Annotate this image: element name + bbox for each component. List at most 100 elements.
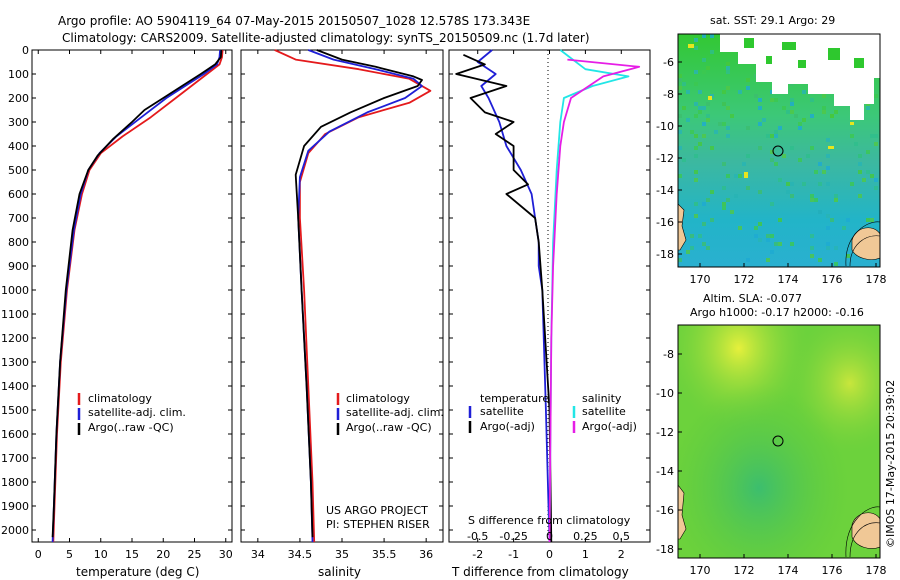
sst-pixel	[702, 134, 706, 138]
sst-pixel	[678, 114, 682, 118]
sst-map-title: sat. SST: 29.1 Argo: 29	[710, 14, 835, 27]
x-tick-label: 5	[66, 548, 73, 561]
sst-pixel	[702, 34, 706, 38]
temperature-legend: climatology satellite-adj. clim. Argo(..…	[77, 392, 186, 435]
sst-pixel	[870, 134, 874, 138]
sst-pixel	[766, 258, 770, 262]
sst-pixel	[798, 126, 802, 130]
salinity-diff-tick-label: 0.25	[573, 530, 598, 543]
sst-pixel	[786, 190, 790, 194]
x-tick-label: 35	[335, 548, 349, 561]
sst-pixel	[690, 130, 694, 134]
sst-pixel	[678, 86, 682, 90]
map-x-tick-label: 176	[822, 273, 843, 286]
salinity-ticks: 34 34.5 35 35.5 36	[241, 49, 443, 561]
sst-pixel	[726, 70, 730, 74]
temperature-panel: 0 5 10 15 20 25 300100200300400500600700800900…	[1, 44, 233, 579]
sst-pixel	[830, 218, 834, 222]
sst-pixel	[798, 158, 802, 162]
sst-pixel	[846, 254, 850, 258]
difference-lines	[455, 49, 641, 543]
pi-label: PI: STEPHEN RISER	[326, 518, 430, 531]
sst-pixel	[738, 90, 742, 94]
sla-map-panel: Altim. SLA: -0.077 Argo h1000: -0.17 h20…	[656, 292, 886, 577]
salinity-xlabel: salinity	[318, 565, 361, 579]
x-tick-label: 1	[582, 548, 589, 561]
sst-pixel	[786, 110, 790, 114]
sst-pixel	[702, 122, 706, 126]
map-x-tick-label: 174	[778, 564, 799, 577]
sst-pixel	[678, 146, 682, 150]
sst-cloud-patches	[744, 38, 864, 68]
y-tick-label: 700	[8, 212, 29, 225]
sla-blob-teal	[678, 325, 880, 558]
sst-pixel	[742, 162, 746, 166]
sst-pixel	[726, 134, 730, 138]
map-x-tick-label: 172	[734, 273, 755, 286]
y-tick-label: 300	[8, 116, 29, 129]
map-x-tick-label: 178	[866, 564, 887, 577]
sla-title-line-2: Argo h1000: -0.17 h2000: -0.16	[690, 306, 864, 319]
sst-pixel	[810, 234, 814, 238]
sst-pixel	[738, 174, 742, 178]
legend-argo: Argo(..raw -QC)	[88, 421, 174, 434]
map-y-tick-label: -18	[656, 543, 674, 556]
map-x-tick-label: 172	[734, 564, 755, 577]
sst-pixel	[694, 46, 698, 50]
sst-pixel	[762, 118, 766, 122]
sst-pixel	[874, 186, 878, 190]
map-y-tick-label: -16	[656, 504, 674, 517]
sst-pixel	[786, 182, 790, 186]
x-tick-label: -1	[508, 548, 519, 561]
sst-pixel	[758, 146, 762, 150]
sla-title-line-1: Altim. SLA: -0.077	[703, 292, 802, 305]
sst-pixel	[810, 246, 814, 250]
difference-legend: temperature satellite Argo(-adj) salinit…	[468, 392, 637, 433]
sst-pixel	[710, 34, 714, 38]
sst-pixel	[694, 202, 698, 206]
sst-pixel	[874, 178, 878, 182]
x-tick-label: 0	[546, 548, 553, 561]
x-tick-label: 34.5	[288, 548, 313, 561]
sst-pixel	[702, 202, 706, 206]
sst-pixel	[746, 186, 750, 190]
sst-pixel	[806, 154, 810, 158]
x-tick-label: -2	[472, 548, 483, 561]
sst-pixel	[802, 182, 806, 186]
legend-sal-satellite: satellite	[582, 405, 626, 418]
sst-pixel	[726, 62, 730, 66]
y-tick-label: 1200	[1, 332, 29, 345]
legend-temp-argo: Argo(-adj)	[480, 420, 535, 433]
difference-xlabel: T difference from climatology	[451, 565, 629, 579]
sst-pixel	[694, 38, 698, 42]
y-tick-label: 1100	[1, 308, 29, 321]
sst-pixel	[726, 86, 730, 90]
sst-pixel	[778, 178, 782, 182]
y-tick-label: 1800	[1, 476, 29, 489]
series-line	[274, 49, 432, 543]
sst-map-ticks: 170 172 174 176 178 -6 -8 -10 -12 -14 -16 -18	[656, 56, 886, 286]
legend-temp-satellite: satellite	[480, 405, 524, 418]
sst-pixel	[770, 234, 774, 238]
sst-pixel	[834, 262, 838, 266]
sst-pixel	[822, 110, 826, 114]
project-label: US ARGO PROJECT	[326, 504, 428, 517]
sst-pixel	[754, 94, 758, 98]
sst-pixel	[790, 194, 794, 198]
sst-pixel	[754, 226, 758, 230]
sst-pixel	[846, 218, 850, 222]
sst-pixel	[746, 154, 750, 158]
sst-pixel	[834, 110, 838, 114]
sst-pixel	[854, 142, 858, 146]
y-tick-label: 400	[8, 140, 29, 153]
sst-pixel	[798, 122, 802, 126]
sst-pixel	[702, 222, 706, 226]
x-tick-label: 0	[35, 548, 42, 561]
sst-pixel	[858, 154, 862, 158]
difference-ticks: -2 -1 0 1 2	[449, 49, 650, 561]
sst-pixel	[730, 210, 734, 214]
sst-pixel	[818, 210, 822, 214]
sst-pixel	[746, 86, 750, 90]
series-line	[294, 49, 423, 538]
legend-temperature-header: temperature	[480, 392, 549, 405]
